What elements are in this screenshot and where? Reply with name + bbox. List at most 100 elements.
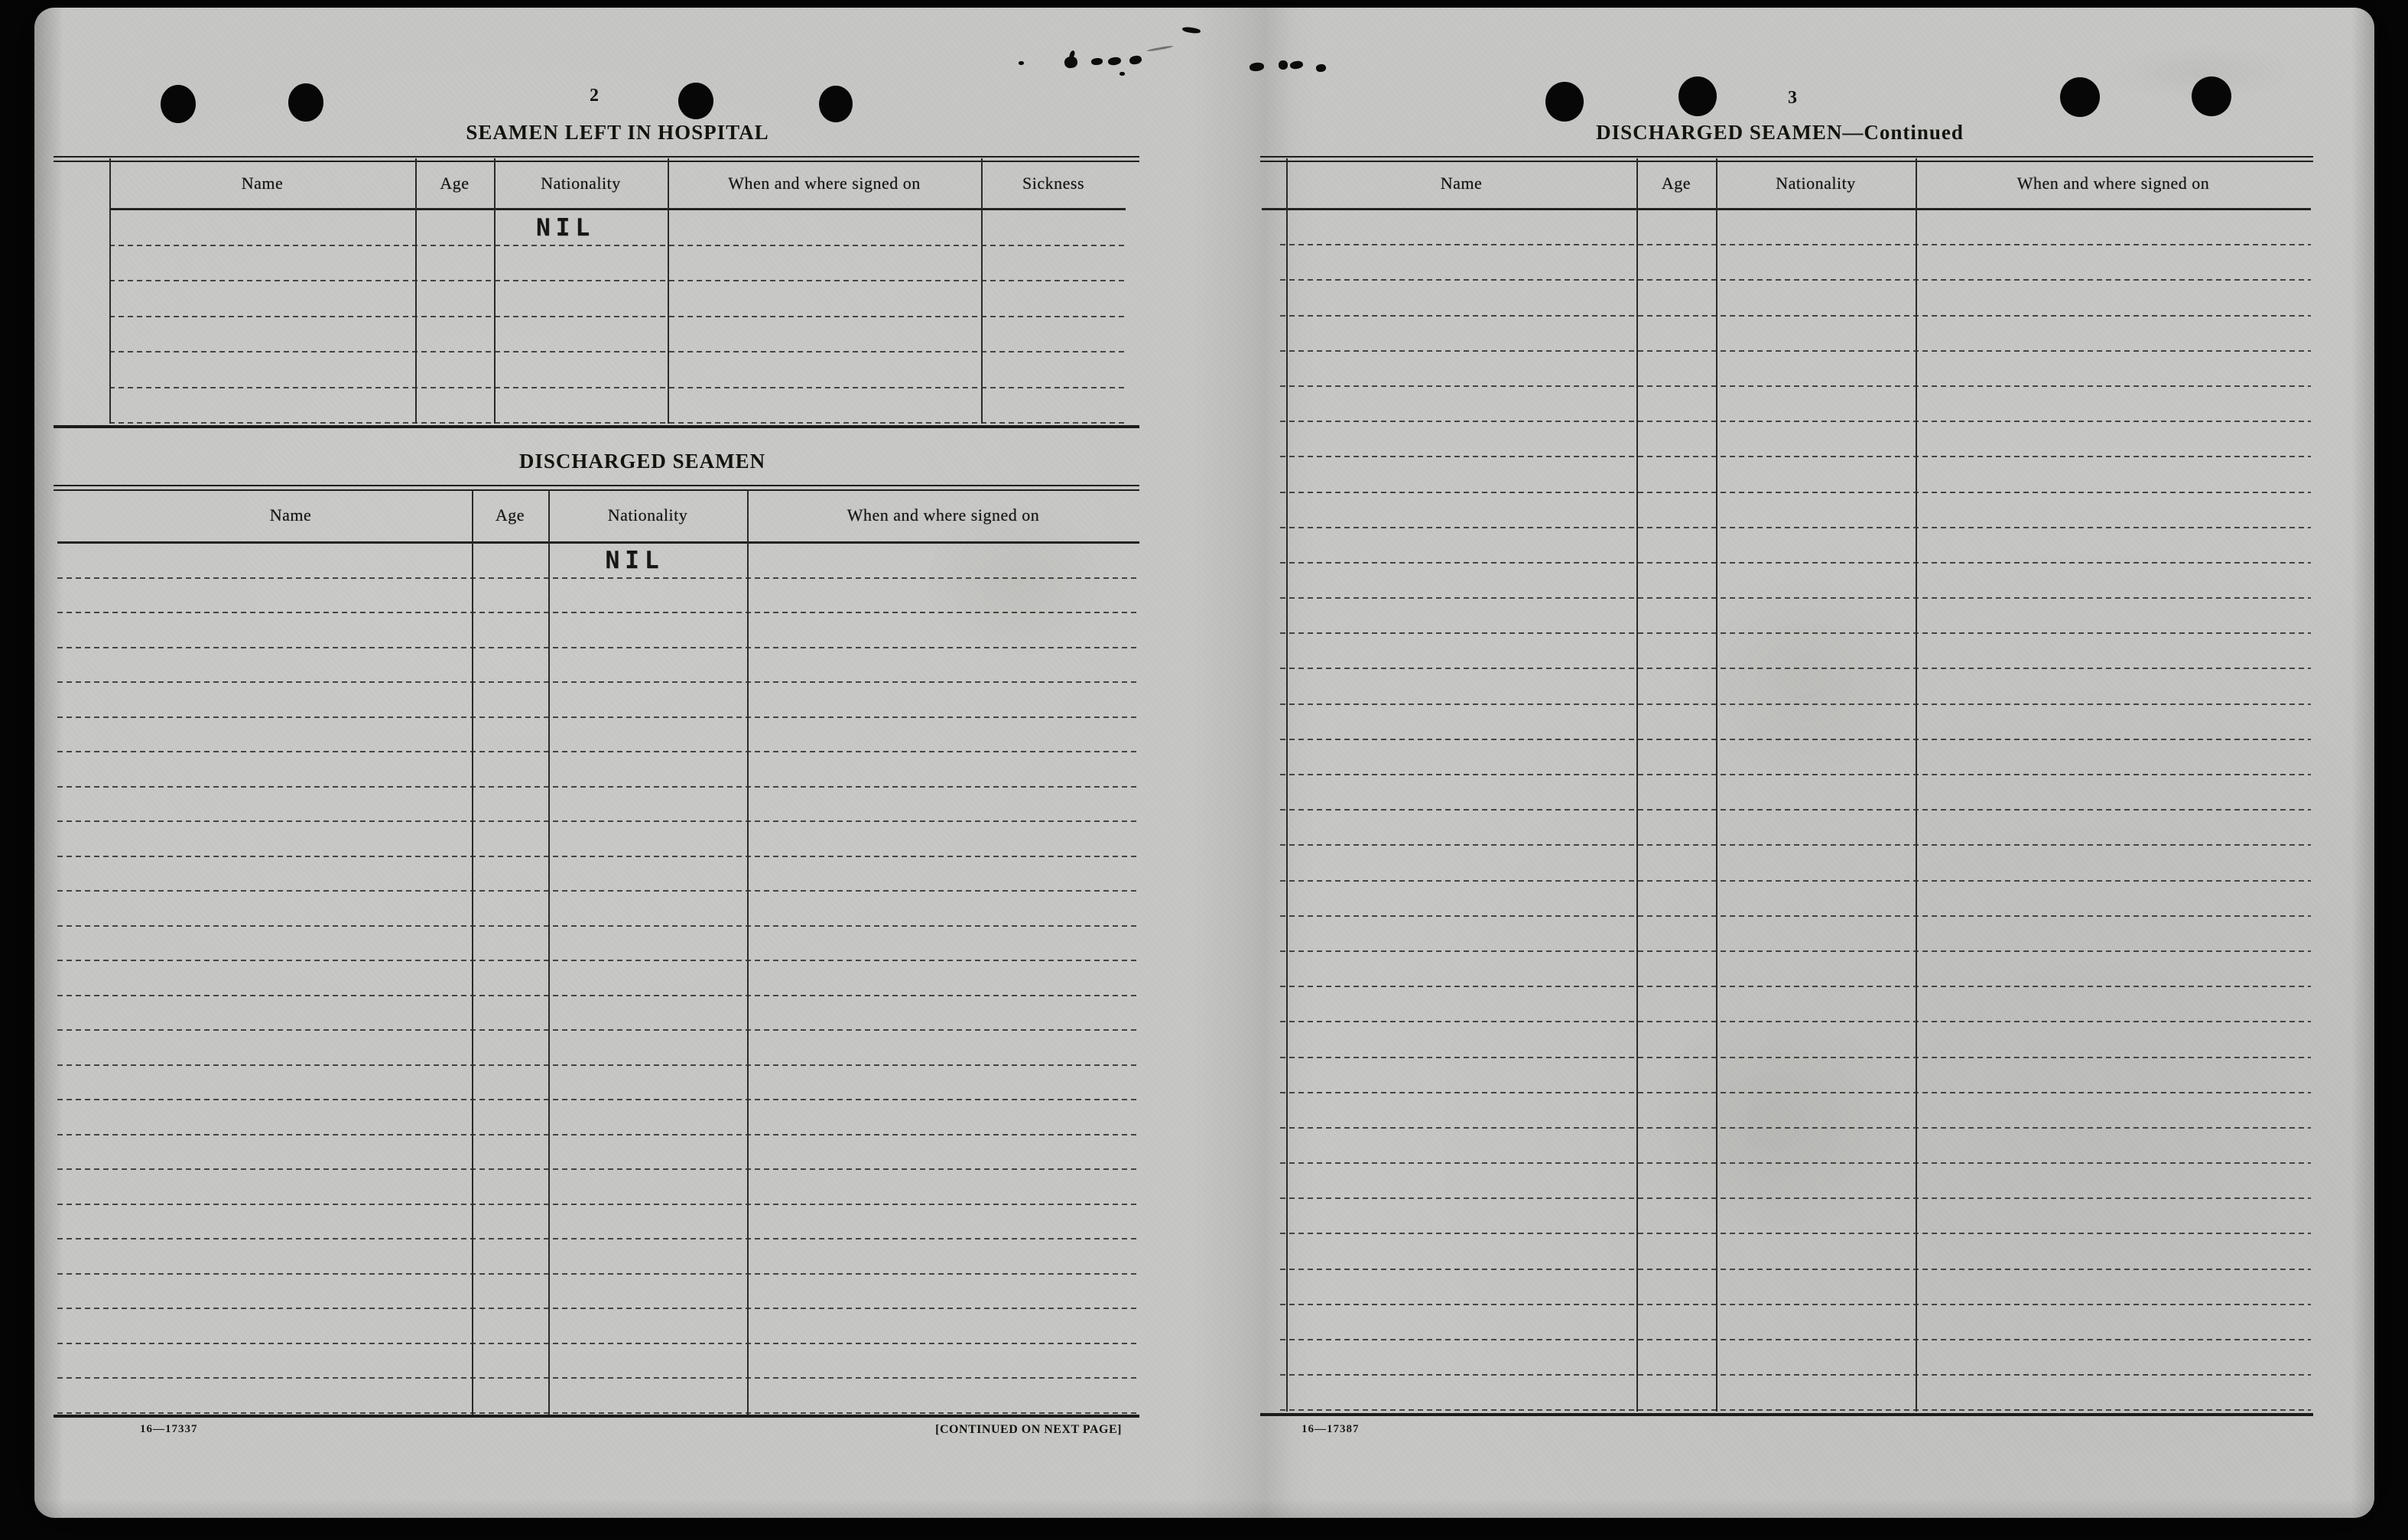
table-row <box>1280 245 2311 281</box>
table-row <box>57 683 1139 718</box>
table-row <box>1280 1164 2311 1200</box>
hospital-table-header: Name Age Nationality When and where sign… <box>109 162 1126 205</box>
right-table-vline <box>1636 158 1638 1412</box>
table-row <box>1280 1304 2311 1340</box>
discharged-table-title: DISCHARGED SEAMEN <box>518 450 766 473</box>
column-header-name: Name <box>269 505 312 525</box>
table-row <box>1280 775 2311 811</box>
discharged-table-vline <box>548 489 550 1415</box>
table-row <box>1280 528 2311 564</box>
column-header-nationality: Nationality <box>1776 174 1856 193</box>
table-row <box>109 353 1126 388</box>
table-row <box>1280 916 2311 952</box>
table-row <box>1280 422 2311 458</box>
column-header-age: Age <box>440 174 470 193</box>
table-row <box>1280 281 2311 317</box>
table-row <box>109 210 1126 246</box>
table-row <box>1280 563 2311 599</box>
table-row <box>57 1100 1139 1136</box>
discharged-header-rule <box>57 541 1139 544</box>
hospital-table-vline <box>494 158 496 424</box>
hospital-table-vline <box>109 158 111 424</box>
rule-top-left-page <box>54 156 1139 162</box>
table-row <box>1280 739 2311 775</box>
table-row <box>109 317 1126 353</box>
table-row <box>57 1170 1139 1205</box>
table-row <box>57 1274 1139 1309</box>
table-row <box>1280 704 2311 740</box>
column-header-name: Name <box>241 174 284 193</box>
table-row <box>57 1309 1139 1344</box>
table-row <box>1280 316 2311 352</box>
column-header-signed-on: When and where signed on <box>2016 174 2210 193</box>
column-header-age: Age <box>1661 174 1691 193</box>
column-header-age: Age <box>495 505 525 525</box>
table-row <box>1280 1234 2311 1270</box>
table-row <box>57 1204 1139 1239</box>
punch-hole <box>1545 82 1584 122</box>
right-page-number: 3 <box>1788 88 1797 108</box>
punch-hole <box>819 86 853 122</box>
table-row <box>57 544 1139 579</box>
left-page-number: 2 <box>590 86 599 106</box>
hospital-table-bottom-rule <box>54 425 1139 428</box>
table-row <box>1280 951 2311 988</box>
column-header-nationality: Nationality <box>607 505 688 525</box>
punch-hole <box>1678 76 1717 116</box>
table-row <box>109 388 1126 424</box>
column-header-signed-on: When and where signed on <box>728 174 921 193</box>
table-row <box>57 1031 1139 1066</box>
table-row <box>57 613 1139 648</box>
table-row <box>1280 386 2311 423</box>
hospital-table-vline <box>981 158 983 424</box>
right-table-rows <box>1280 210 2311 1412</box>
table-row <box>57 1343 1139 1379</box>
continuation-note: [CONTINUED ON NEXT PAGE] <box>935 1423 1122 1436</box>
table-row <box>57 996 1139 1031</box>
table-row <box>1280 210 2311 246</box>
table-row <box>1280 492 2311 528</box>
table-row <box>1280 1376 2311 1412</box>
discharged-table-vline <box>472 489 473 1415</box>
discharged-table-vline <box>747 489 749 1415</box>
column-header-signed-on: When and where signed on <box>847 505 1040 525</box>
right-table-vline <box>1716 158 1717 1412</box>
table-row <box>57 752 1139 788</box>
punch-hole <box>2192 76 2231 116</box>
table-row <box>1280 351 2311 387</box>
column-header-nationality: Nationality <box>541 174 621 193</box>
right-table-top-rule <box>1260 156 2313 162</box>
table-row <box>57 856 1139 892</box>
punch-hole <box>678 83 713 119</box>
table-row <box>1280 669 2311 705</box>
table-row <box>57 717 1139 752</box>
ink-speck <box>1279 60 1288 70</box>
table-row <box>1280 1269 2311 1305</box>
table-row <box>57 1239 1139 1275</box>
table-row <box>109 245 1126 281</box>
table-row <box>57 1135 1139 1170</box>
right-page-form-number: 16—17387 <box>1301 1423 1360 1435</box>
table-row <box>1280 1093 2311 1129</box>
hospital-table-vline <box>668 158 669 424</box>
column-header-name: Name <box>1440 174 1483 193</box>
column-header-sickness: Sickness <box>1022 174 1084 193</box>
hospital-table-title: SEAMEN LEFT IN HOSPITAL <box>466 121 769 144</box>
right-table-vline <box>1916 158 1917 1412</box>
table-row <box>1280 1058 2311 1093</box>
table-row <box>57 787 1139 822</box>
left-page-form-number: 16—17337 <box>140 1423 198 1435</box>
table-row <box>1280 846 2311 882</box>
discharged-table-header: Name Age Nationality When and where sign… <box>109 491 1139 540</box>
table-row <box>57 1065 1139 1100</box>
hospital-header-rule <box>109 208 1126 210</box>
table-row <box>57 822 1139 857</box>
right-table-vline <box>1286 158 1288 1412</box>
ink-speck <box>1019 61 1024 65</box>
table-row <box>1280 1340 2311 1376</box>
right-table-header-rule <box>1262 208 2311 210</box>
table-row <box>57 926 1139 961</box>
table-row <box>1280 881 2311 917</box>
right-table-bottom-rule <box>1260 1413 2313 1416</box>
hospital-nil-entry: NIL <box>536 214 595 242</box>
